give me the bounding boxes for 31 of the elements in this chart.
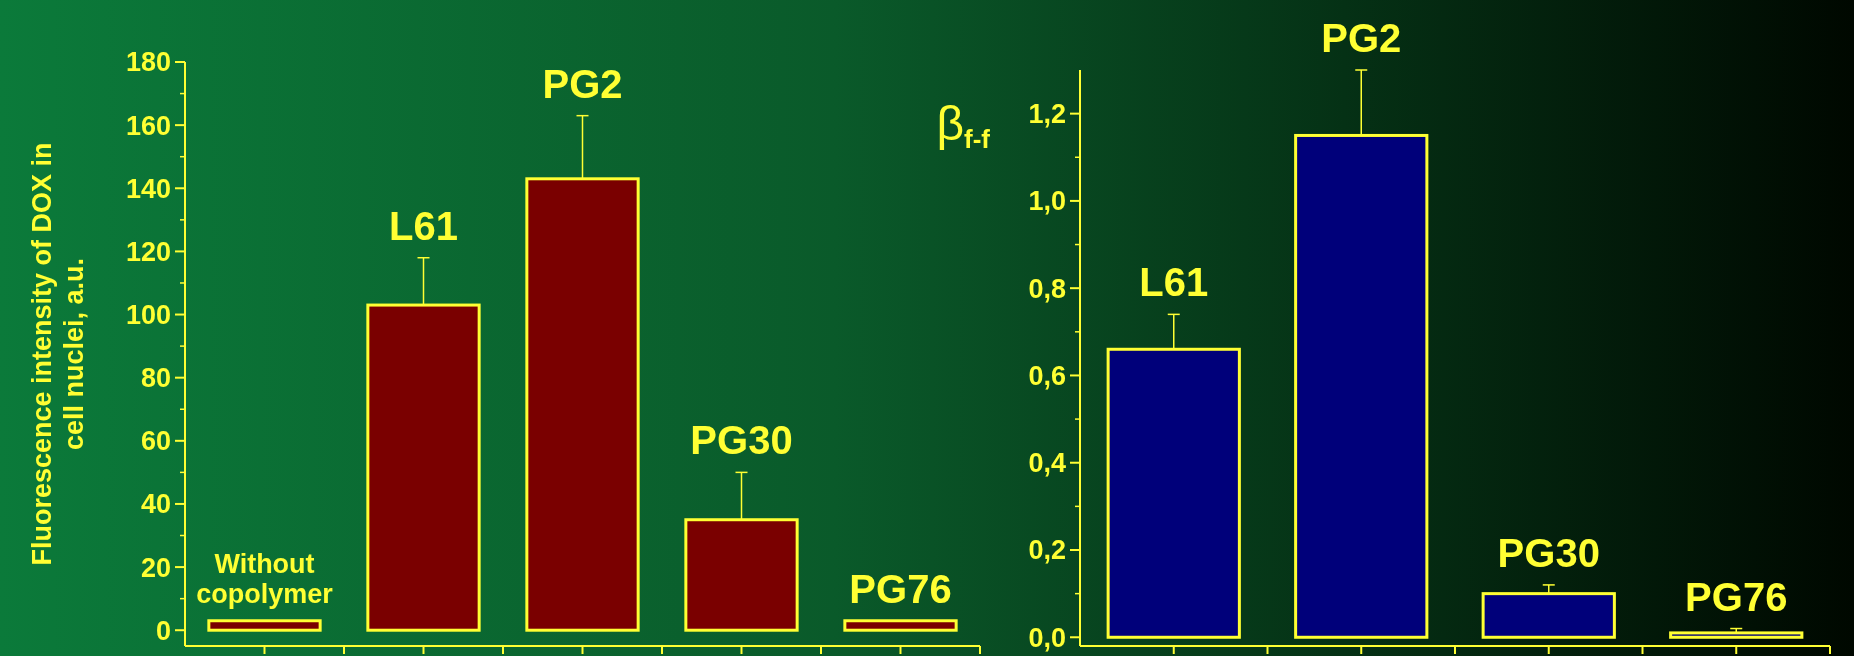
y-tick-label: 160	[125, 110, 171, 141]
x-tick-label: L61	[1139, 260, 1209, 305]
x-tick-label: PG2	[542, 61, 623, 106]
y-tick-label: 0,8	[1028, 273, 1066, 304]
y-tick-label: 180	[125, 47, 171, 78]
y-tick-label: 80	[140, 363, 171, 394]
x-tick-label: Without copolymer	[196, 549, 334, 609]
y-tick-label: 120	[125, 236, 171, 267]
y-axis-title: β$_{f-f}$	[936, 97, 991, 154]
y-tick-label: 140	[125, 173, 171, 204]
y-tick-label: 0	[155, 615, 171, 646]
x-tick-label: PG76	[849, 566, 952, 611]
y-tick-label: 0,2	[1028, 535, 1066, 566]
y-tick-label: 0,4	[1028, 448, 1066, 479]
bar	[1669, 631, 1804, 639]
x-tick-label: PG76	[1685, 574, 1788, 619]
bar	[207, 619, 322, 632]
y-tick-label: 100	[125, 299, 171, 330]
x-tick-label: PG30	[1497, 530, 1600, 575]
y-tick-label: 20	[140, 552, 171, 583]
y-tick-label: 40	[140, 489, 171, 520]
y-axis-title: Fluorescence intensity of DOX in cell nuclei, a.u.	[27, 142, 89, 566]
x-tick-label: PG2	[1321, 16, 1402, 60]
y-tick-label: 1,0	[1028, 186, 1066, 217]
x-tick-label: PG30	[690, 418, 793, 463]
bar	[843, 619, 958, 632]
x-tick-label: L61	[389, 203, 458, 248]
y-tick-label: 1,2	[1028, 99, 1066, 130]
y-tick-label: 60	[140, 426, 171, 457]
y-tick-label: 0,6	[1028, 360, 1066, 391]
y-tick-label: 0,0	[1028, 622, 1066, 653]
